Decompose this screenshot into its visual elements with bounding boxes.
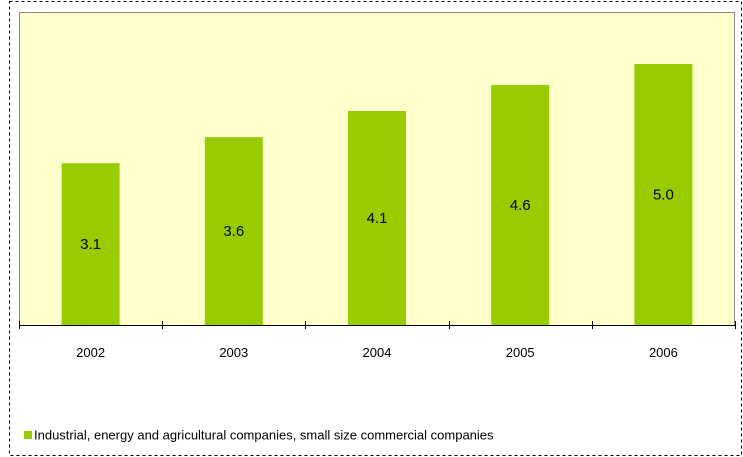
data-label-2003: 3.6 bbox=[223, 223, 244, 240]
bar-2003 bbox=[204, 137, 263, 325]
x-axis-ticks bbox=[19, 321, 736, 329]
x-tick-label-2003: 2003 bbox=[219, 345, 248, 360]
x-tick-label-2002: 2002 bbox=[76, 345, 105, 360]
data-label-2002: 3.1 bbox=[80, 236, 101, 253]
bar-2006 bbox=[634, 64, 693, 325]
legend-swatch bbox=[24, 431, 32, 439]
bar-2005 bbox=[491, 84, 550, 326]
x-tick-label-2005: 2005 bbox=[506, 345, 535, 360]
x-tick-label-2004: 2004 bbox=[363, 345, 392, 360]
x-tick-label-2006: 2006 bbox=[649, 345, 678, 360]
data-label-2006: 5.0 bbox=[653, 187, 674, 204]
chart-frame bbox=[9, 1, 742, 456]
x-axis-tick-labels: 2002 2003 2004 2005 2006 bbox=[76, 345, 678, 360]
bar-2004 bbox=[348, 111, 406, 325]
data-label-2005: 4.6 bbox=[510, 197, 531, 214]
bars bbox=[61, 64, 693, 326]
legend-label: Industrial, energy and agricultural comp… bbox=[34, 428, 494, 443]
data-labels: 3.1 3.6 4.1 4.6 5.0 bbox=[80, 187, 674, 254]
bar-2002 bbox=[61, 163, 120, 325]
legend: Industrial, energy and agricultural comp… bbox=[24, 428, 494, 443]
data-label-2004: 4.1 bbox=[367, 210, 388, 227]
